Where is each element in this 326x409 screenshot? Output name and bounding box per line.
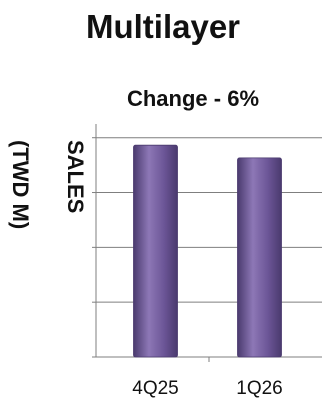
bar (133, 144, 178, 358)
chart-subtitle: Change - 6% (126, 86, 260, 111)
chart-title: Multilayer (85, 8, 241, 45)
bar (237, 157, 282, 358)
x-tick-label: 4Q25 (132, 378, 178, 399)
x-tick-label: 1Q26 (236, 378, 282, 399)
